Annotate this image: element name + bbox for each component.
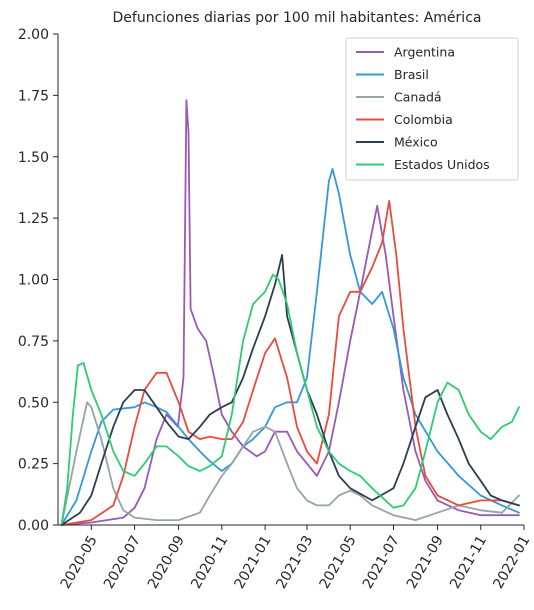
y-tick-label: 1.25 <box>18 211 49 227</box>
series-line-6 <box>60 273 520 526</box>
x-tick-label: 2021-05 <box>317 533 360 592</box>
y-tick-label: 0.25 <box>18 457 49 473</box>
legend-label: México <box>394 135 438 150</box>
legend-label: Argentina <box>394 45 455 60</box>
y-axis-ticks: 0.00 0.25 0.50 0.75 1.00 1.25 1.50 1.75 2.00 <box>18 27 58 534</box>
legend: Argentina Brasil Canadá Colombia México Estad… <box>345 37 519 181</box>
chart-title: Defunciones diarias por 100 mil habitant… <box>113 10 482 26</box>
x-tick-label: 2020-09 <box>145 533 188 592</box>
legend-label: Estados Unidos <box>394 157 490 172</box>
y-tick-label: 1.50 <box>18 150 49 166</box>
series-layer <box>60 99 520 526</box>
x-tick-label: 2021-03 <box>273 533 316 592</box>
series-line-3 <box>60 401 520 526</box>
legend-label: Colombia <box>394 112 453 127</box>
series-line-4 <box>60 200 520 526</box>
legend-label: Canadá <box>394 90 442 105</box>
y-tick-label: 0.00 <box>18 518 49 534</box>
y-tick-label: 1.00 <box>18 273 49 289</box>
legend-label: Brasil <box>394 67 429 82</box>
series-line-5 <box>60 254 520 526</box>
x-tick-label: 2021-07 <box>360 533 403 592</box>
y-tick-label: 0.50 <box>18 395 49 411</box>
x-tick-label: 2022-01 <box>490 533 533 592</box>
y-tick-label: 2.00 <box>18 27 49 43</box>
x-tick-label: 2020-07 <box>101 533 144 592</box>
series-line-2 <box>60 168 520 526</box>
x-tick-label: 2021-11 <box>447 533 490 592</box>
x-tick-label: 2021-09 <box>404 533 447 592</box>
y-tick-label: 1.75 <box>18 88 49 104</box>
x-tick-label: 2021-01 <box>231 533 274 592</box>
x-axis-ticks: 2020-05 2020-07 2020-09 2020-11 2021-012021-… <box>58 525 533 592</box>
y-tick-label: 0.75 <box>18 334 49 350</box>
x-tick-label: 2020-05 <box>58 533 101 592</box>
x-tick-label: 2020-11 <box>188 533 231 592</box>
legend-frame <box>345 37 519 181</box>
